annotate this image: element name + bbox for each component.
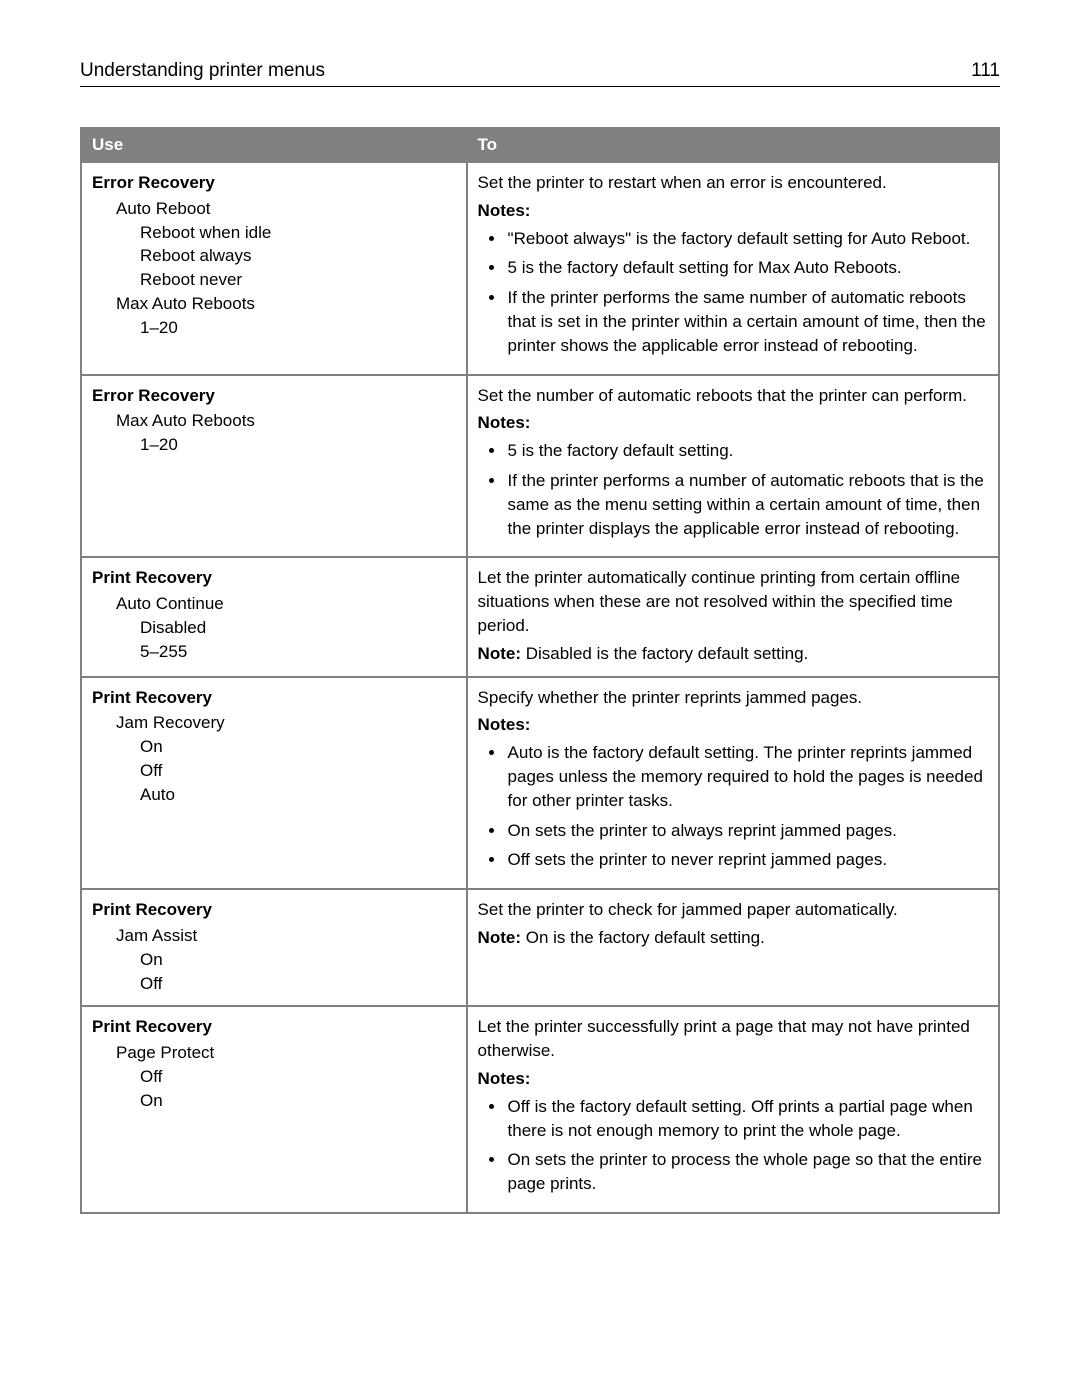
to-cell: Set the printer to restart when an error…: [467, 162, 999, 375]
option-level2: Reboot always: [92, 244, 456, 268]
use-cell: Error Recovery Max Auto Reboots 1–20: [81, 375, 467, 558]
menu-table: Use To Error Recovery Auto Reboot Reboot…: [80, 127, 1000, 1214]
use-cell: Print Recovery Page Protect Off On: [81, 1006, 467, 1213]
description-text: Let the printer successfully print a pag…: [478, 1015, 988, 1063]
note-item: If the printer performs the same number …: [506, 286, 988, 357]
to-cell: Set the number of automatic reboots that…: [467, 375, 999, 558]
option-title: Print Recovery: [92, 566, 456, 590]
table-row: Print Recovery Jam Recovery On Off Auto …: [81, 677, 999, 890]
option-level2: Reboot when idle: [92, 221, 456, 245]
option-level1: Jam Assist: [92, 924, 456, 948]
option-level1: Max Auto Reboots: [92, 292, 456, 316]
use-cell: Print Recovery Jam Assist On Off: [81, 889, 467, 1006]
table-row: Print Recovery Page Protect Off On Let t…: [81, 1006, 999, 1213]
description-text: Set the printer to restart when an error…: [478, 171, 988, 195]
option-level2: 5–255: [92, 640, 456, 664]
to-cell: Specify whether the printer reprints jam…: [467, 677, 999, 890]
option-level2: Off: [92, 759, 456, 783]
table-row: Error Recovery Auto Reboot Reboot when i…: [81, 162, 999, 375]
option-title: Print Recovery: [92, 1015, 456, 1039]
note-item: 5 is the factory default setting.: [506, 439, 988, 463]
notes-list: Auto is the factory default setting. The…: [478, 741, 988, 872]
option-level2: Reboot never: [92, 268, 456, 292]
option-title: Print Recovery: [92, 686, 456, 710]
option-level2: On: [92, 948, 456, 972]
note-item: If the printer performs a number of auto…: [506, 469, 988, 540]
option-level1: Auto Reboot: [92, 197, 456, 221]
table-row: Error Recovery Max Auto Reboots 1–20 Set…: [81, 375, 999, 558]
note-item: Auto is the factory default setting. The…: [506, 741, 988, 812]
to-cell: Let the printer automatically continue p…: [467, 557, 999, 676]
note-text: Disabled is the factory default setting.: [521, 644, 808, 663]
note-label: Note:: [478, 644, 521, 663]
use-cell: Error Recovery Auto Reboot Reboot when i…: [81, 162, 467, 375]
use-cell: Print Recovery Auto Continue Disabled 5–…: [81, 557, 467, 676]
option-title: Error Recovery: [92, 171, 456, 195]
table-row: Print Recovery Auto Continue Disabled 5–…: [81, 557, 999, 676]
col-to: To: [467, 128, 999, 162]
page-header: Understanding printer menus 111: [80, 60, 1000, 87]
note-inline: Note: Disabled is the factory default se…: [478, 642, 988, 666]
option-level2: On: [92, 1089, 456, 1113]
description-text: Let the printer automatically continue p…: [478, 566, 988, 637]
table-header-row: Use To: [81, 128, 999, 162]
option-level2: 1–20: [92, 433, 456, 457]
notes-label: Notes:: [478, 199, 988, 223]
to-cell: Let the printer successfully print a pag…: [467, 1006, 999, 1213]
option-level2: 1–20: [92, 316, 456, 340]
col-use: Use: [81, 128, 467, 162]
option-level2: Auto: [92, 783, 456, 807]
option-level1: Jam Recovery: [92, 711, 456, 735]
table-row: Print Recovery Jam Assist On Off Set the…: [81, 889, 999, 1006]
header-page-number: 111: [971, 60, 1000, 82]
notes-list: "Reboot always" is the factory default s…: [478, 227, 988, 358]
option-title: Error Recovery: [92, 384, 456, 408]
to-cell: Set the printer to check for jammed pape…: [467, 889, 999, 1006]
note-item: 5 is the factory default setting for Max…: [506, 256, 988, 280]
description-text: Set the printer to check for jammed pape…: [478, 898, 988, 922]
notes-list: Off is the factory default setting. Off …: [478, 1095, 988, 1196]
note-label: Note:: [478, 928, 521, 947]
option-level2: Disabled: [92, 616, 456, 640]
note-inline: Note: On is the factory default setting.: [478, 926, 988, 950]
option-level2: On: [92, 735, 456, 759]
option-level1: Auto Continue: [92, 592, 456, 616]
option-level1: Max Auto Reboots: [92, 409, 456, 433]
option-level2: Off: [92, 972, 456, 996]
note-item: On sets the printer to process the whole…: [506, 1148, 988, 1196]
notes-label: Notes:: [478, 411, 988, 435]
description-text: Set the number of automatic reboots that…: [478, 384, 988, 408]
option-level1: Page Protect: [92, 1041, 456, 1065]
note-text: On is the factory default setting.: [521, 928, 765, 947]
note-item: Off sets the printer to never reprint ja…: [506, 848, 988, 872]
notes-label: Notes:: [478, 1067, 988, 1091]
document-page: Understanding printer menus 111 Use To E…: [0, 0, 1080, 1274]
notes-label: Notes:: [478, 713, 988, 737]
use-cell: Print Recovery Jam Recovery On Off Auto: [81, 677, 467, 890]
header-title: Understanding printer menus: [80, 60, 325, 82]
note-item: "Reboot always" is the factory default s…: [506, 227, 988, 251]
description-text: Specify whether the printer reprints jam…: [478, 686, 988, 710]
note-item: Off is the factory default setting. Off …: [506, 1095, 988, 1143]
note-item: On sets the printer to always reprint ja…: [506, 819, 988, 843]
notes-list: 5 is the factory default setting. If the…: [478, 439, 988, 540]
option-level2: Off: [92, 1065, 456, 1089]
option-title: Print Recovery: [92, 898, 456, 922]
